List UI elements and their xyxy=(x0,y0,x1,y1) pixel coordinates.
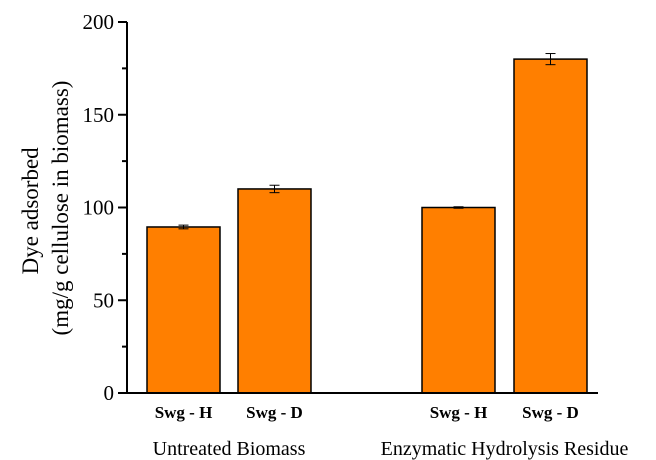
category-label: Swg - H xyxy=(155,403,213,422)
category-label: Swg - D xyxy=(522,403,579,422)
plot-area xyxy=(146,53,588,394)
y-axis-title-line2: (mg/g cellulose in biomass) xyxy=(48,81,73,336)
category-label: Swg - D xyxy=(246,403,303,422)
group-label: Enzymatic Hydrolysis Residue xyxy=(381,438,629,460)
group-label: Untreated Biomass xyxy=(153,438,306,460)
y-tick-label: 100 xyxy=(83,196,115,220)
bar xyxy=(513,58,588,394)
y-axis-title: Dye adsorbed (mg/g cellulose in biomass) xyxy=(18,81,73,336)
y-tick-label: 200 xyxy=(83,10,115,34)
y-tick-label: 50 xyxy=(93,288,114,312)
y-tick-label: 0 xyxy=(104,381,115,405)
category-label: Swg - H xyxy=(430,403,488,422)
bar xyxy=(421,206,496,394)
bar xyxy=(237,188,312,394)
y-axis: 0 50 100 150 200 xyxy=(83,10,128,405)
bar xyxy=(146,226,221,394)
y-axis-title-line1: Dye adsorbed xyxy=(18,147,43,275)
y-tick-label: 150 xyxy=(83,103,115,127)
x-axis: Swg - H Swg - D Untreated Biomass Swg - H Sw… xyxy=(127,392,629,460)
